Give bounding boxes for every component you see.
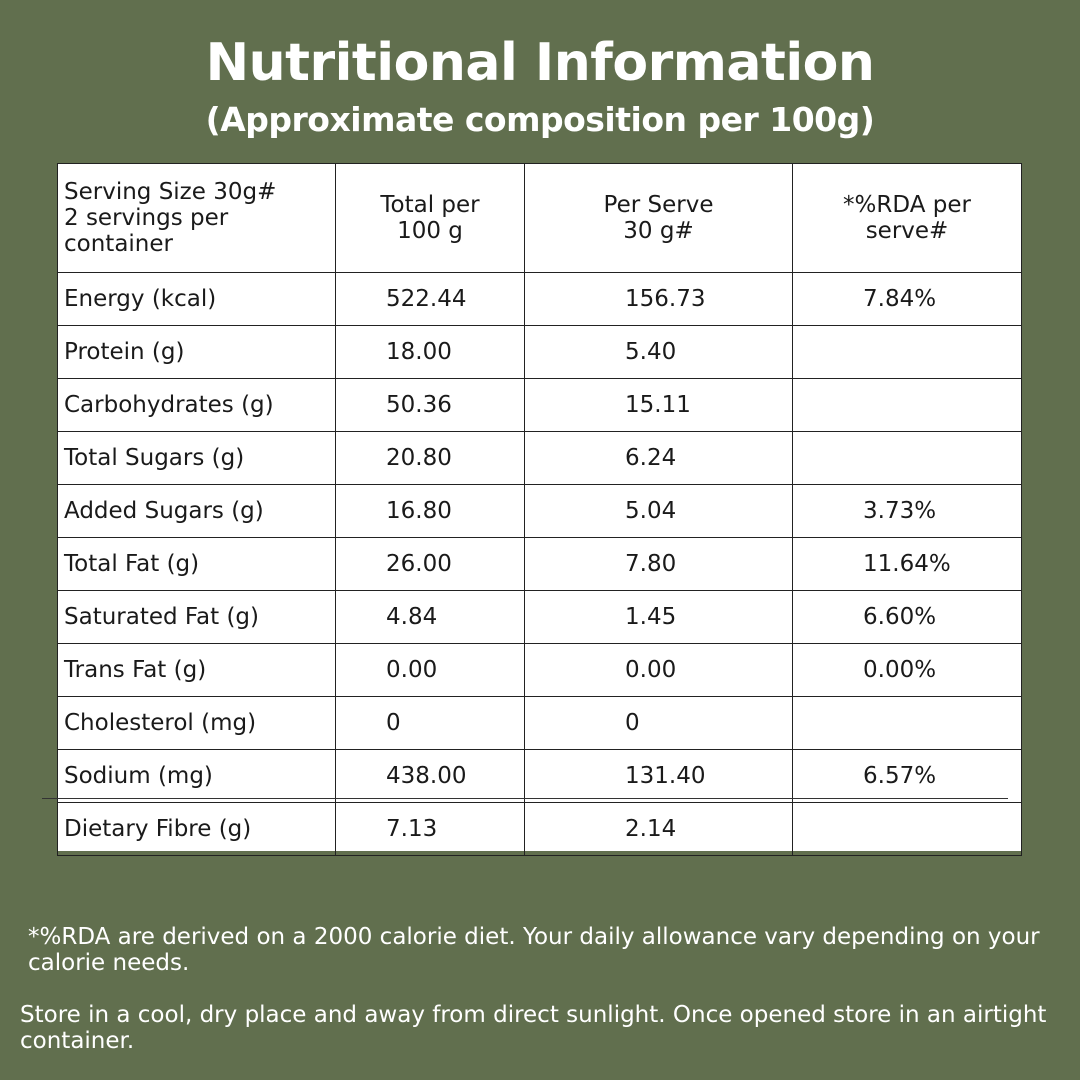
storage-instructions: Store in a cool, dry place and away from…	[20, 1002, 1047, 1054]
nutrient-name-cell: Saturated Fat (g)	[57, 590, 336, 644]
total-per-100g-line2: 100 g	[397, 218, 463, 244]
rda-value-cell: 7.84%	[792, 272, 1022, 326]
per-100g-value-cell: 26.00	[335, 537, 525, 591]
nutrition-table: Serving Size 30g# 2 servings per contain…	[57, 163, 1022, 856]
per-100g-value-cell: 4.84	[335, 590, 525, 644]
per-100g-value-cell: 50.36	[335, 378, 525, 432]
table-header-row: Serving Size 30g# 2 servings per contain…	[57, 163, 1022, 273]
nutrient-name-cell: Added Sugars (g)	[57, 484, 336, 538]
table-row: Added Sugars (g) 16.80 5.04 3.73%	[57, 484, 1022, 538]
table-row: Dietary Fibre (g) 7.13 2.14	[57, 802, 1022, 856]
rda-value-cell	[792, 802, 1022, 856]
per-100g-value-cell: 438.00	[335, 749, 525, 803]
per-serve-value-cell: 5.04	[524, 484, 793, 538]
per-serve-value-cell: 5.40	[524, 325, 793, 379]
per-serve-value-cell: 1.45	[524, 590, 793, 644]
nutrient-name-cell: Dietary Fibre (g)	[57, 802, 336, 856]
per-serve-value-cell: 6.24	[524, 431, 793, 485]
nutrition-table-container: Serving Size 30g# 2 servings per contain…	[57, 163, 1022, 856]
per-serve-value-cell: 0	[524, 696, 793, 750]
per-serve-value-cell: 7.80	[524, 537, 793, 591]
table-row: Total Sugars (g) 20.80 6.24	[57, 431, 1022, 485]
total-per-100g-line1: Total per	[380, 192, 480, 218]
nutrient-name-cell: Trans Fat (g)	[57, 643, 336, 697]
nutrient-name-cell: Cholesterol (mg)	[57, 696, 336, 750]
nutrient-name-cell: Total Sugars (g)	[57, 431, 336, 485]
table-row: Energy (kcal) 522.44 156.73 7.84%	[57, 272, 1022, 326]
rda-line2: serve#	[865, 218, 949, 244]
per-serve-value-cell: 0.00	[524, 643, 793, 697]
table-row: Trans Fat (g) 0.00 0.00 0.00%	[57, 643, 1022, 697]
per-100g-value-cell: 18.00	[335, 325, 525, 379]
per-serve-value-cell: 156.73	[524, 272, 793, 326]
rda-value-cell: 3.73%	[792, 484, 1022, 538]
per-100g-value-cell: 0.00	[335, 643, 525, 697]
page-subtitle: (Approximate composition per 100g)	[205, 100, 875, 139]
total-per-100g-header: Total per 100 g	[335, 163, 525, 273]
table-row: Saturated Fat (g) 4.84 1.45 6.60%	[57, 590, 1022, 644]
rda-value-cell: 11.64%	[792, 537, 1022, 591]
rda-header: *%RDA per serve#	[792, 163, 1022, 273]
per-100g-value-cell: 522.44	[335, 272, 525, 326]
nutrient-name-cell: Energy (kcal)	[57, 272, 336, 326]
table-row: Carbohydrates (g) 50.36 15.11	[57, 378, 1022, 432]
per-serve-value-cell: 15.11	[524, 378, 793, 432]
rda-value-cell	[792, 431, 1022, 485]
rda-value-cell	[792, 378, 1022, 432]
per-serve-header: Per Serve 30 g#	[524, 163, 793, 273]
rda-line1: *%RDA per	[843, 192, 971, 218]
rda-value-cell: 6.57%	[792, 749, 1022, 803]
rda-value-cell	[792, 325, 1022, 379]
table-row: Protein (g) 18.00 5.40	[57, 325, 1022, 379]
rda-footnote: *%RDA are derived on a 2000 calorie diet…	[28, 924, 1040, 976]
servings-count-line: 2 servings per	[64, 205, 229, 231]
per-serve-line2: 30 g#	[623, 218, 694, 244]
serving-size-line: Serving Size 30g#	[64, 179, 277, 205]
per-100g-value-cell: 7.13	[335, 802, 525, 856]
rda-value-cell: 6.60%	[792, 590, 1022, 644]
table-row: Cholesterol (mg) 0 0	[57, 696, 1022, 750]
per-100g-value-cell: 16.80	[335, 484, 525, 538]
table-row: Sodium (mg) 438.00 131.40 6.57%	[57, 749, 1022, 803]
rda-value-cell: 0.00%	[792, 643, 1022, 697]
per-serve-line1: Per Serve	[603, 192, 714, 218]
nutrient-name-cell: Protein (g)	[57, 325, 336, 379]
serving-size-header: Serving Size 30g# 2 servings per contain…	[57, 163, 336, 273]
rda-value-cell	[792, 696, 1022, 750]
per-serve-value-cell: 131.40	[524, 749, 793, 803]
nutrient-name-cell: Total Fat (g)	[57, 537, 336, 591]
nutrient-name-cell: Carbohydrates (g)	[57, 378, 336, 432]
servings-count-line-2: container	[64, 231, 173, 257]
nutrient-name-cell: Sodium (mg)	[57, 749, 336, 803]
divider-line	[42, 798, 1008, 799]
per-serve-value-cell: 2.14	[524, 802, 793, 856]
table-row: Total Fat (g) 26.00 7.80 11.64%	[57, 537, 1022, 591]
per-100g-value-cell: 0	[335, 696, 525, 750]
page-title: Nutritional Information	[205, 33, 875, 93]
per-100g-value-cell: 20.80	[335, 431, 525, 485]
